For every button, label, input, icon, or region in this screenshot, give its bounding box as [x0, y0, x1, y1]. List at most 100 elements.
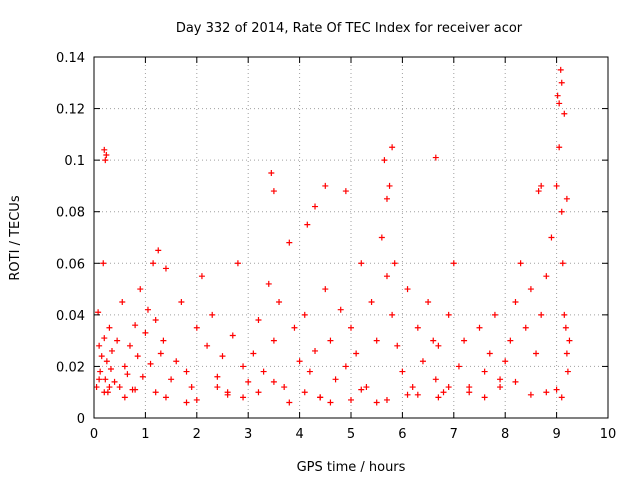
data-point: [486, 350, 493, 357]
data-point: [193, 396, 200, 403]
data-point: [337, 306, 344, 313]
data-point: [160, 337, 167, 344]
data-point: [286, 399, 293, 406]
data-point: [455, 363, 462, 370]
data-point: [332, 376, 339, 383]
data-point: [121, 363, 128, 370]
data-point: [322, 286, 329, 293]
data-point: [114, 337, 121, 344]
data-point: [538, 311, 545, 318]
data-point: [386, 182, 393, 189]
data-point: [317, 394, 324, 401]
data-point: [268, 170, 275, 177]
data-point: [389, 144, 396, 151]
x-tick-label: 1: [141, 427, 149, 442]
data-point: [558, 208, 565, 215]
data-point: [270, 337, 277, 344]
data-point: [150, 260, 157, 267]
x-axis-label: GPS time / hours: [297, 460, 406, 475]
data-point: [327, 399, 334, 406]
x-tick-label: 4: [295, 427, 303, 442]
data-point: [353, 350, 360, 357]
data-point: [553, 182, 560, 189]
data-point: [425, 298, 432, 305]
data-point: [430, 337, 437, 344]
data-point: [183, 399, 190, 406]
data-point: [155, 247, 162, 254]
data-point: [103, 151, 110, 158]
data-point: [399, 368, 406, 375]
data-point: [111, 378, 118, 385]
data-point: [121, 394, 128, 401]
data-point: [561, 110, 568, 117]
data-point: [95, 309, 102, 316]
data-point: [107, 366, 114, 373]
data-point: [561, 311, 568, 318]
data-point: [304, 221, 311, 228]
data-point: [96, 376, 103, 383]
data-point: [368, 298, 375, 305]
data-point: [533, 350, 540, 357]
data-point: [563, 350, 570, 357]
data-point: [214, 384, 221, 391]
y-tick-label: 0.04: [56, 309, 85, 324]
data-point: [394, 342, 401, 349]
data-point: [126, 342, 133, 349]
data-point: [538, 182, 545, 189]
x-tick-label: 0: [90, 427, 98, 442]
grid: [94, 57, 608, 418]
data-point: [188, 384, 195, 391]
data-point: [563, 195, 570, 202]
data-point: [306, 368, 313, 375]
data-point: [139, 373, 146, 380]
x-tick-labels: 0 1 2 3 4 5 6 7 8 9 10: [90, 427, 616, 442]
data-point: [312, 347, 319, 354]
data-point: [466, 389, 473, 396]
data-point: [358, 260, 365, 267]
data-point: [147, 360, 154, 367]
x-tick-label: 9: [552, 427, 560, 442]
data-point: [404, 286, 411, 293]
data-point: [301, 389, 308, 396]
data-point: [101, 335, 108, 342]
chart-title: Day 332 of 2014, Rate Of TEC Index for r…: [176, 21, 523, 36]
data-point: [381, 157, 388, 164]
data-point: [296, 358, 303, 365]
data-point: [134, 353, 141, 360]
data-point: [556, 100, 563, 107]
data-point: [363, 384, 370, 391]
data-point: [168, 376, 175, 383]
y-tick-label: 0.1: [64, 154, 85, 169]
data-point: [373, 399, 380, 406]
data-point: [265, 280, 272, 287]
data-point: [414, 324, 421, 331]
data-point: [106, 324, 113, 331]
data-point: [142, 329, 149, 336]
data-point: [466, 384, 473, 391]
data-point: [102, 157, 109, 164]
data-point: [132, 386, 139, 393]
x-tick-label: 7: [450, 427, 458, 442]
data-point: [535, 188, 542, 195]
x-tick-label: 5: [347, 427, 355, 442]
data-point: [250, 350, 257, 357]
data-point: [389, 311, 396, 318]
y-tick-labels: 0 0.02 0.04 0.06 0.08 0.1 0.12 0.14: [56, 51, 85, 427]
data-point: [270, 378, 277, 385]
y-axis-label: ROTI / TECUs: [8, 195, 23, 280]
data-point: [497, 384, 504, 391]
data-point: [286, 239, 293, 246]
data-point: [383, 195, 390, 202]
y-tick-label: 0.08: [56, 206, 85, 221]
x-tick-label: 2: [193, 427, 201, 442]
data-point: [224, 391, 231, 398]
data-point: [106, 384, 113, 391]
data-point: [124, 371, 131, 378]
data-point: [432, 376, 439, 383]
data-point: [270, 188, 277, 195]
data-point: [527, 391, 534, 398]
data-point: [556, 144, 563, 151]
data-point: [173, 358, 180, 365]
data-point: [152, 389, 159, 396]
data-point: [245, 378, 252, 385]
